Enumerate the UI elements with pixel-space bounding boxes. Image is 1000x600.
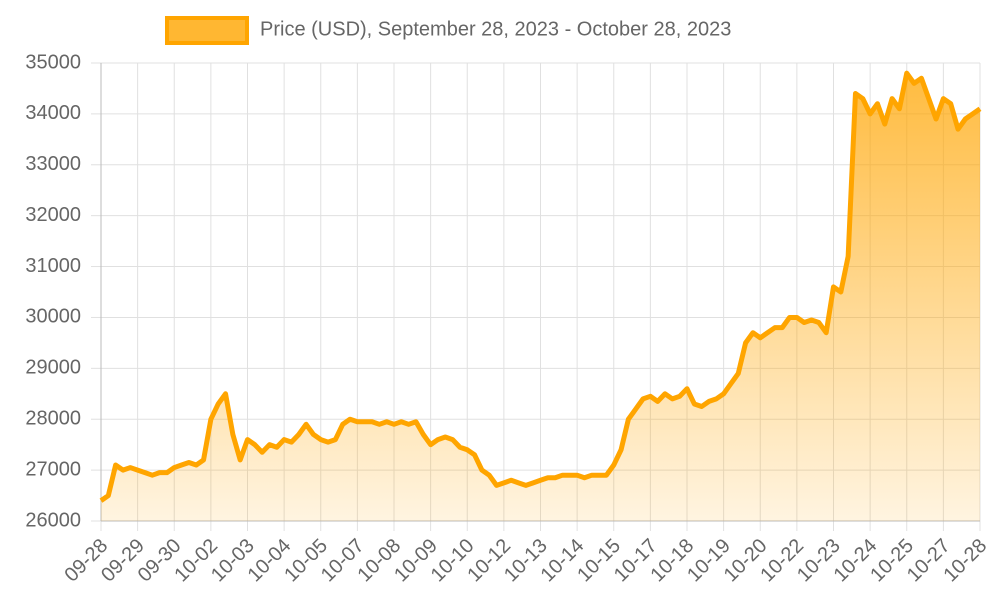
y-tick-label: 26000 — [25, 509, 81, 531]
y-tick-label: 32000 — [25, 204, 81, 226]
y-tick-label: 33000 — [25, 153, 81, 175]
legend-label: Price (USD), September 28, 2023 - Octobe… — [260, 18, 731, 40]
y-tick-label: 31000 — [25, 255, 81, 277]
y-tick-label: 28000 — [25, 408, 81, 430]
legend: Price (USD), September 28, 2023 - Octobe… — [165, 16, 731, 45]
line — [99, 70, 982, 503]
x-tick-label: 10-28 — [940, 535, 992, 587]
legend-swatch — [165, 16, 249, 45]
y-tick-label: 35000 — [25, 51, 81, 73]
area — [101, 73, 980, 522]
y-tick-label: 27000 — [25, 458, 81, 480]
y-tick-label: 29000 — [25, 357, 81, 379]
y-tick-label: 34000 — [25, 102, 81, 124]
y-tick-label: 30000 — [25, 306, 81, 328]
